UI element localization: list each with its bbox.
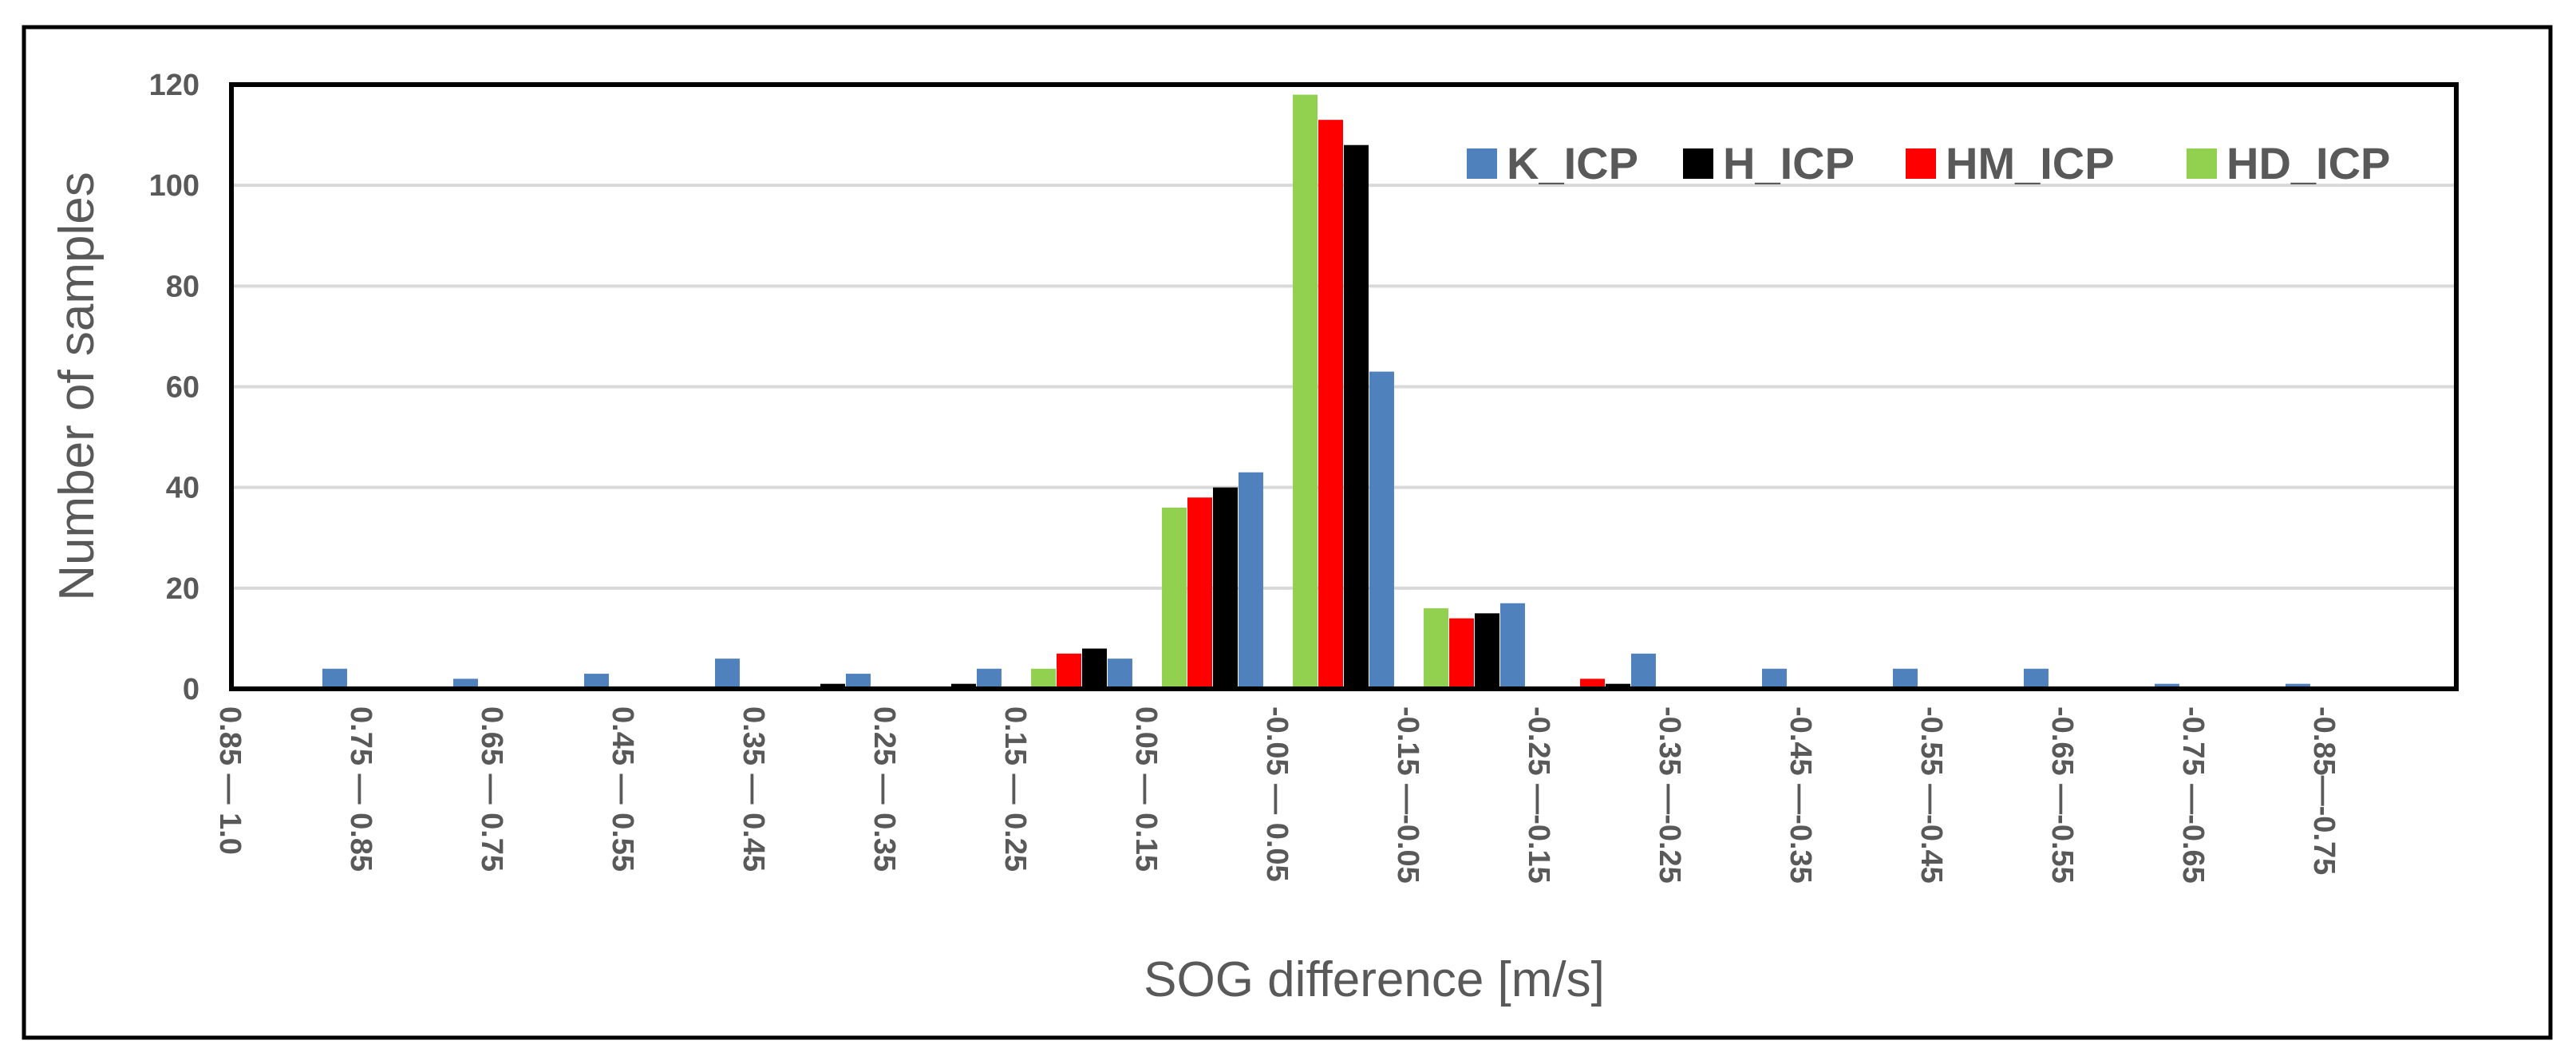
x-tick-label: -0.35 —-0.25 [1653,706,1686,884]
bar-k-icp [1499,603,1525,689]
x-tick-label: -0.85—-0.75 [2307,706,2341,875]
legend-label: HD_ICP [2226,138,2390,188]
x-tick-label: 0.75 — 0.85 [344,706,377,872]
x-tick-label: -0.15 —-0.05 [1391,706,1424,884]
bar-k-icp [1892,668,1918,689]
bar-hd-icp [1162,507,1187,689]
x-tick-label: -0.25 —-0.15 [1522,706,1555,884]
y-axis-ticks: 0 20 40 60 80 100 120 [149,69,200,706]
legend-label: H_ICP [1723,138,1855,188]
bar-k-icp [1238,472,1263,689]
x-tick-label: -0.45 —-0.35 [1784,706,1817,884]
y-tick-label: 80 [166,270,200,303]
x-tick-label: -0.75 —-0.65 [2176,706,2210,884]
bar-h-icp [1082,648,1107,689]
bar-k-icp [2023,668,2049,689]
bar-h-icp [951,683,976,689]
y-tick-label: 40 [166,472,200,505]
x-tick-label: -0.65 —-0.55 [2045,706,2079,884]
bar-hm-icp [1318,120,1343,690]
x-axis-title: SOG difference [m/s] [1144,952,1605,1007]
x-tick-label: 0.25 — 0.35 [867,706,901,872]
x-axis-ticks: 0.85 — 1.0 0.75 — 0.85 0.65 — 0.75 0.45 — 0… [213,706,2341,884]
bar-k-icp [845,674,871,689]
legend-swatch [1906,148,1936,179]
bar-hd-icp [1424,608,1449,689]
y-tick-label: 100 [149,169,200,203]
bar-hd-icp [1031,668,1057,689]
legend-swatch [1683,148,1713,179]
legend-swatch [1467,148,1497,179]
bar-k-icp [1107,659,1132,689]
legend: K_ICP H_ICP HM_ICP HD_ICP [1467,138,2390,188]
bar-h-icp [1213,487,1238,689]
bar-h-icp [1475,613,1499,689]
bar-k-icp [583,674,609,689]
plot-area-frame [229,82,2459,691]
x-tick-label: -0.55 —-0.45 [1914,706,1948,884]
figure-frame [22,25,2553,1040]
bar-k-icp [452,678,478,689]
y-tick-label: 0 [183,673,200,706]
y-tick-label: 60 [166,371,200,405]
bars [322,94,2310,690]
x-tick-label: 0.05 — 0.15 [1129,706,1163,872]
bar-k-icp [1369,371,1394,689]
legend-label: HM_ICP [1946,138,2115,188]
bar-h-icp [1606,683,1630,689]
bar-k-icp [1761,668,1787,689]
bar-hm-icp [1580,678,1605,689]
y-tick-label: 20 [166,572,200,606]
bar-h-icp [1344,144,1369,689]
bar-hm-icp [1057,653,1081,689]
bar-k-icp [2285,683,2310,689]
bar-k-icp [2154,683,2179,689]
x-tick-label: 0.65 — 0.75 [475,706,508,872]
y-axis-title: Number of samples [49,172,105,601]
x-tick-label: -0.05 — 0.05 [1260,706,1294,882]
x-tick-label: 0.35 — 0.45 [737,706,770,872]
bar-k-icp [976,668,1002,689]
x-tick-label: 0.15 — 0.25 [998,706,1032,872]
bar-hm-icp [1449,618,1474,689]
y-tick-label: 120 [149,69,200,102]
bar-k-icp [322,668,347,689]
legend-label: K_ICP [1507,138,1638,188]
legend-swatch [2187,148,2217,179]
x-tick-label: 0.85 — 1.0 [213,706,247,855]
bar-hd-icp [1293,94,1318,689]
bar-k-icp [714,659,740,689]
bar-k-icp [1630,653,1656,689]
x-tick-label: 0.45 — 0.55 [606,706,639,872]
bar-h-icp [820,683,845,689]
bar-hm-icp [1187,497,1212,689]
